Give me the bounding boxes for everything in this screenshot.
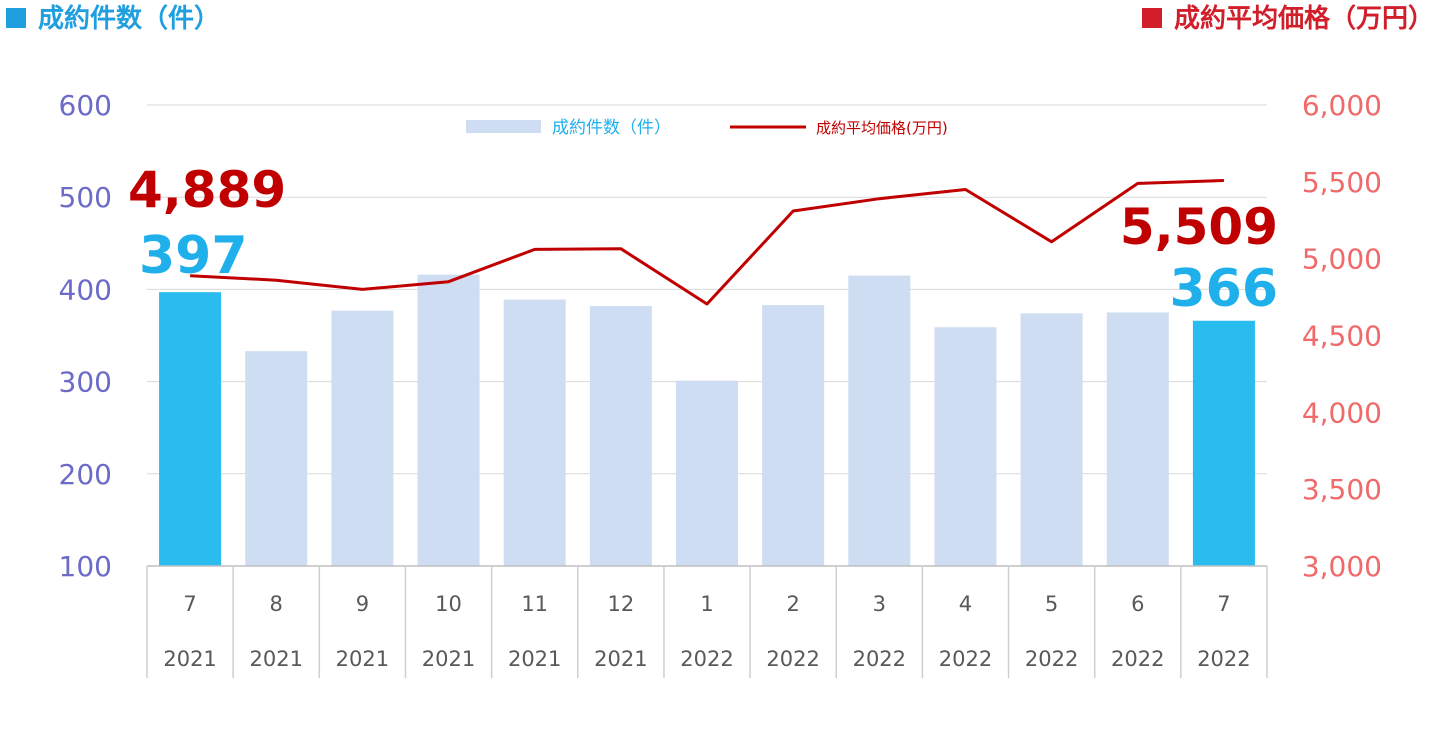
line-series <box>190 179 1224 306</box>
bar <box>417 274 480 566</box>
price-data-label: 4,889 <box>128 161 286 219</box>
x-tick-label-year: 2021 <box>163 647 216 671</box>
bar <box>762 305 825 566</box>
x-tick-label-year: 2022 <box>1197 647 1250 671</box>
x-tick-label-month: 7 <box>183 592 196 616</box>
x-tick-label-month: 11 <box>521 592 548 616</box>
left-axis-tick-label: 400 <box>59 273 112 306</box>
bar-series-marker-icon <box>6 8 26 28</box>
x-tick-label-month: 3 <box>873 592 886 616</box>
x-tick-label-year: 2022 <box>680 647 733 671</box>
line-series-marker-icon <box>1141 8 1162 28</box>
x-tick-label-month: 2 <box>786 592 799 616</box>
left-axis-title: 成約件数（件） <box>6 4 220 34</box>
x-tick-label-month: 6 <box>1131 592 1144 616</box>
bar <box>589 305 652 566</box>
left-axis-title-text: 成約件数（件） <box>38 4 221 34</box>
x-tick-label-year: 2021 <box>508 647 561 671</box>
right-axis-tick-label: 4,500 <box>1302 320 1382 353</box>
count-data-label: 397 <box>139 226 248 286</box>
right-axis-tick-label: 3,000 <box>1302 550 1382 583</box>
left-axis-tick-label: 300 <box>59 366 112 399</box>
x-tick-label-month: 1 <box>700 592 713 616</box>
x-tick-label-year: 2021 <box>422 647 475 671</box>
bar <box>676 380 738 566</box>
right-axis-title: 成約平均価格（万円） <box>1141 4 1434 34</box>
x-tick-label-year: 2022 <box>939 647 992 671</box>
right-axis-title-text: 成約平均価格（万円） <box>1173 4 1434 34</box>
x-tick-label-year: 2022 <box>1025 647 1078 671</box>
x-tick-label-year: 2022 <box>766 647 819 671</box>
bar <box>1020 313 1083 566</box>
right-axis-tick-label: 6,000 <box>1302 89 1382 122</box>
right-axis-tick-label: 5,500 <box>1302 166 1382 199</box>
price-data-label: 5,509 <box>1120 198 1278 256</box>
x-tick-label-month: 8 <box>270 592 283 616</box>
x-tick-label-year: 2021 <box>250 647 303 671</box>
left-axis-tick-label: 600 <box>59 89 112 122</box>
bar <box>331 310 394 566</box>
x-tick-label-month: 10 <box>435 592 462 616</box>
right-axis-tick-label: 5,000 <box>1302 243 1382 276</box>
right-axis-tick-label: 4,000 <box>1302 396 1382 429</box>
left-axis-tick-label: 200 <box>59 458 112 491</box>
legend-line-label: 成約平均価格(万円) <box>816 119 948 137</box>
left-axis-tick-label: 100 <box>59 550 112 583</box>
x-tick-label-year: 2021 <box>336 647 389 671</box>
bar <box>934 327 997 566</box>
x-tick-label-month: 9 <box>356 592 369 616</box>
left-axis-tick-label: 500 <box>59 181 112 214</box>
bar <box>1192 320 1255 566</box>
right-axis-tick-label: 3,500 <box>1302 473 1382 506</box>
bar <box>848 275 911 566</box>
x-tick-label-year: 2021 <box>594 647 647 671</box>
legend-bar-label: 成約件数（件） <box>552 118 671 138</box>
bar <box>245 351 308 566</box>
x-tick-label-month: 12 <box>607 592 634 616</box>
x-tick-label-year: 2022 <box>1111 647 1164 671</box>
count-data-label: 366 <box>1169 259 1278 319</box>
bar <box>503 299 566 566</box>
legend-bar-swatch <box>466 120 541 133</box>
x-tick-label-month: 7 <box>1217 592 1230 616</box>
x-tick-label-month: 4 <box>959 592 972 616</box>
bar <box>1106 312 1169 566</box>
x-tick-label-year: 2022 <box>853 647 906 671</box>
bar <box>159 292 222 566</box>
x-tick-label-month: 5 <box>1045 592 1058 616</box>
